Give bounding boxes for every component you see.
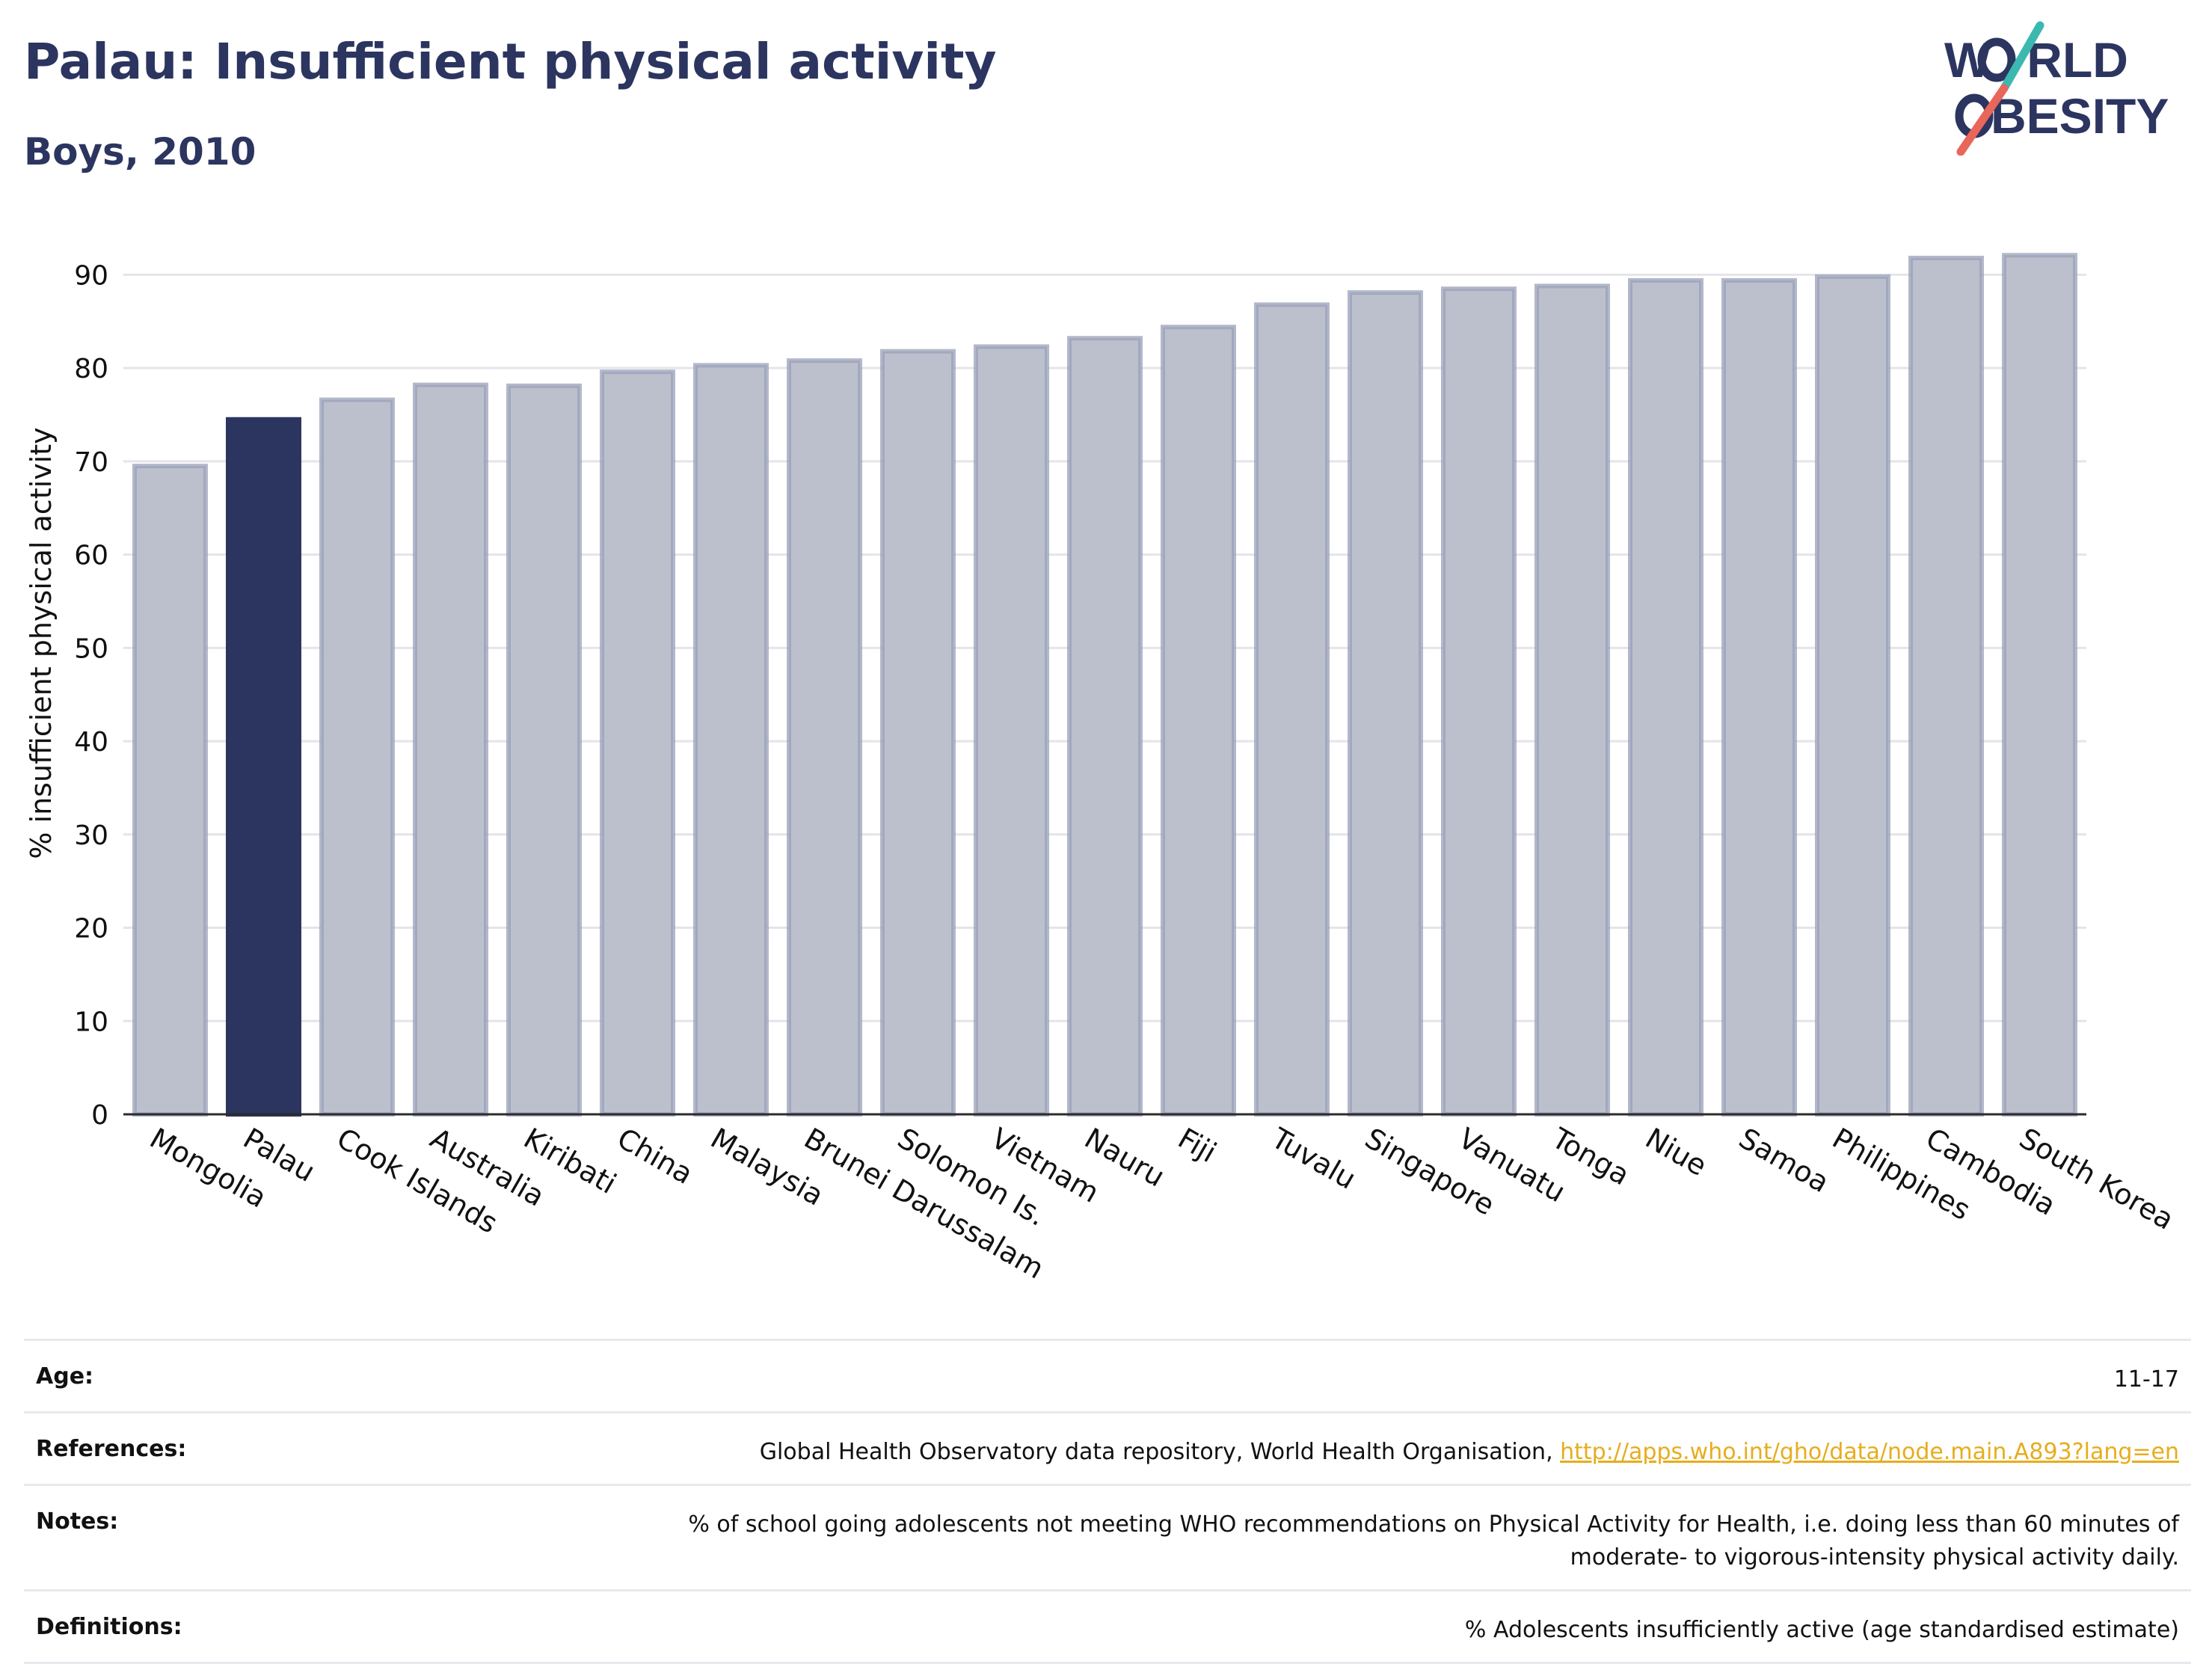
logo-o-top (1977, 37, 2016, 82)
logo-slash-coral (1956, 84, 2009, 156)
x-tick-label: Fiji (1173, 1122, 1222, 1169)
x-tick-label: Niue (1640, 1122, 1712, 1182)
references-link[interactable]: http://apps.who.int/gho/data/node.main.A… (1560, 1439, 2179, 1465)
notes-value: % of school going adolescents not meetin… (688, 1508, 2179, 1574)
y-tick-label: 30 (74, 820, 108, 851)
x-tick-label: Tuvalu (1265, 1121, 1361, 1196)
y-tick-label: 80 (74, 354, 108, 384)
bar-tuvalu (1254, 302, 1330, 1117)
references-text: Global Health Observatory data repositor… (759, 1439, 1561, 1465)
references-value: Global Health Observatory data repositor… (760, 1436, 2179, 1469)
y-tick-label: 90 (74, 260, 108, 291)
age-value: 11-17 (2113, 1366, 2179, 1393)
bar-malaysia (693, 363, 769, 1117)
notes-label: Notes: (36, 1508, 119, 1535)
info-row-age: Age: 11-17 (24, 1339, 2191, 1411)
bar-cook-islands (319, 397, 395, 1117)
bar-samoa (1721, 277, 1797, 1117)
world-obesity-logo: W RLD BESITY (1944, 21, 2169, 156)
bar-brunei-darussalam (787, 358, 862, 1117)
y-tick-label: 40 (74, 727, 108, 758)
x-tick-label: Cook Islands (331, 1122, 503, 1240)
bar-palau (226, 417, 301, 1117)
bar-singapore (1348, 290, 1423, 1117)
x-tick-label: Samoa (1733, 1122, 1834, 1200)
info-row-definitions: Definitions: % Adolescents insufficientl… (24, 1589, 2191, 1664)
chart-title: Palau: Insufficient physical activity (24, 33, 997, 90)
logo-text-obesity: BESITY (1991, 88, 2169, 144)
bar-mongolia (132, 464, 208, 1117)
bar-philippines (1815, 274, 1890, 1117)
y-tick-label: 20 (74, 914, 108, 945)
notes-line-2: moderate- to vigorous-intensity physical… (1570, 1544, 2179, 1571)
info-row-notes: Notes: % of school going adolescents not… (24, 1484, 2191, 1589)
bars (132, 253, 2077, 1117)
references-label: References: (36, 1436, 187, 1462)
bar-cambodia (1908, 255, 1984, 1117)
y-tick-labels: 0 10 20 30 40 50 60 70 80 90 (74, 260, 108, 1131)
bar-australia (413, 382, 488, 1117)
y-tick-label: 10 (74, 1007, 108, 1037)
definitions-value: % Adolescents insufficiently active (age… (1464, 1617, 2179, 1643)
x-tick-label: China (612, 1122, 698, 1191)
bar-fiji (1161, 325, 1236, 1117)
bar-niue (1628, 277, 1703, 1117)
info-row-references: References: Global Health Observatory da… (24, 1411, 2191, 1484)
notes-line-1: % of school going adolescents not meetin… (688, 1511, 2179, 1538)
x-tick-label: South Korea (2014, 1122, 2179, 1236)
y-axis-title: % insufficient physical activity (25, 427, 58, 859)
y-tick-label: 60 (74, 541, 108, 571)
definitions-label: Definitions: (36, 1614, 182, 1640)
bar-south-korea (2002, 253, 2077, 1117)
chart-subtitle: Boys, 2010 (24, 130, 256, 174)
bar-kiribati (506, 383, 582, 1117)
y-tick-label: 0 (91, 1100, 108, 1131)
bar-vanuatu (1441, 286, 1517, 1117)
y-tick-label: 70 (74, 447, 108, 478)
bar-solomon-is (880, 349, 956, 1117)
bar-nauru (1067, 336, 1143, 1117)
y-tick-label: 50 (74, 633, 108, 664)
logo-slash-teal (2000, 21, 2044, 93)
bar-china (600, 369, 675, 1117)
bar-tonga (1534, 283, 1610, 1117)
age-label: Age: (36, 1363, 94, 1390)
info-table: Age: 11-17 References: Global Health Obs… (24, 1339, 2191, 1664)
bar-vietnam (974, 344, 1049, 1117)
